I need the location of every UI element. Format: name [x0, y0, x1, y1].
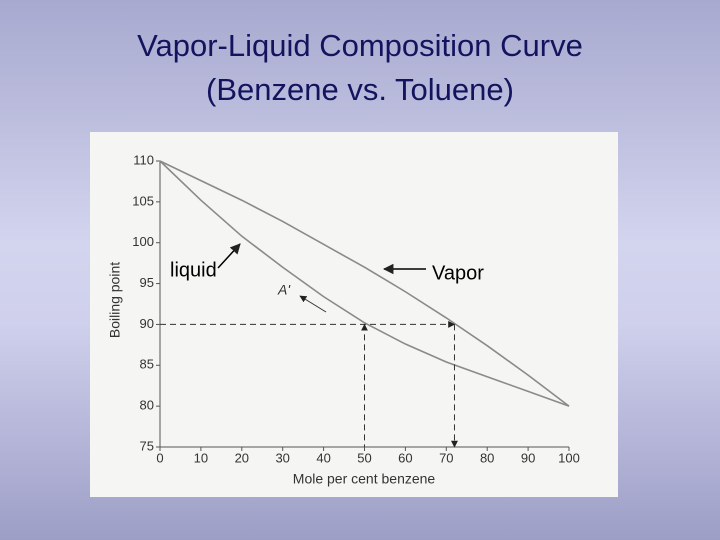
- legend-arrow: [217, 243, 241, 269]
- y-tick-label: 95: [140, 275, 154, 290]
- x-tick-label: 70: [439, 450, 453, 465]
- y-tick-label: 100: [132, 234, 154, 249]
- y-tick-label: 80: [140, 398, 154, 413]
- point-arrow: [299, 295, 327, 313]
- series-line: [159, 160, 570, 407]
- legend-label: liquid: [170, 259, 217, 281]
- point-label: A': [277, 282, 291, 298]
- x-tick-label: 30: [275, 450, 289, 465]
- series-line: [159, 160, 570, 407]
- x-tick-label: 100: [558, 450, 580, 465]
- x-tick-label: 80: [480, 450, 494, 465]
- x-tick-label: 60: [398, 450, 412, 465]
- x-tick-label: 10: [194, 450, 208, 465]
- y-tick-label: 110: [133, 152, 154, 167]
- x-tick-label: 90: [521, 450, 535, 465]
- x-tick-label: 20: [235, 450, 249, 465]
- y-tick-label: 75: [140, 438, 154, 453]
- y-tick-label: 105: [132, 193, 154, 208]
- x-tick-label: 0: [156, 450, 163, 465]
- subtitle: (Benzene vs. Toluene): [206, 72, 514, 107]
- chart-background: [90, 132, 618, 497]
- x-axis-label: Mole per cent benzene: [293, 471, 436, 487]
- title: Vapor-Liquid Composition Curve: [137, 28, 583, 63]
- x-tick-label: 40: [316, 450, 330, 465]
- x-tick-label: 50: [357, 450, 371, 465]
- y-axis-label: Boiling point: [107, 262, 123, 338]
- legend-label: Vapor: [432, 262, 484, 284]
- y-tick-label: 85: [140, 357, 154, 372]
- y-tick-label: 90: [140, 316, 154, 331]
